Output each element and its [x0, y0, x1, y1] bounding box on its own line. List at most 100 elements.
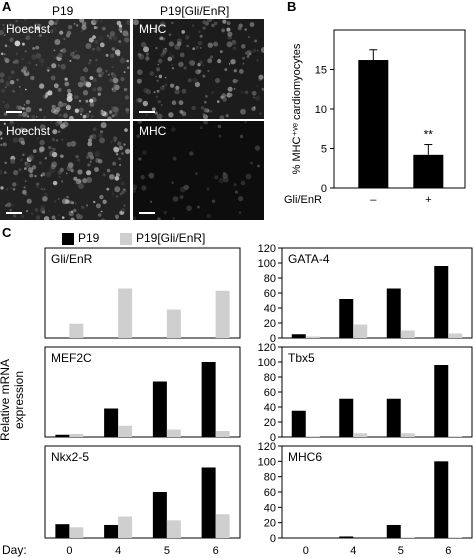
texture-speckle: [27, 26, 33, 32]
texture-speckle: [70, 51, 75, 57]
texture-speckle: [26, 198, 32, 204]
texture-speckle: [21, 107, 25, 110]
texture-speckle: [58, 214, 60, 216]
texture-speckle: [121, 152, 124, 155]
texture-speckle: [38, 161, 43, 165]
texture-speckle: [36, 26, 40, 31]
texture-speckle: [228, 63, 231, 65]
texture-speckle: [46, 66, 51, 72]
texture-speckle: [112, 161, 116, 166]
bar-gli-enr: [118, 425, 133, 437]
texture-speckle: [145, 113, 148, 116]
texture-speckle: [5, 81, 11, 87]
y-tick-label: 120: [258, 441, 276, 453]
texture-speckle: [109, 110, 113, 114]
texture-speckle: [25, 162, 31, 168]
texture-speckle: [199, 126, 203, 129]
texture-speckle: [43, 216, 50, 220]
texture-speckle: [157, 100, 161, 104]
col-header-gli-enr: P19[Gli/EnR]: [160, 4, 230, 18]
texture-speckle: [238, 23, 243, 28]
texture-speckle: [8, 45, 11, 48]
texture-speckle: [155, 46, 158, 50]
texture-speckle: [231, 40, 237, 46]
texture-speckle: [120, 77, 125, 82]
texture-speckle: [49, 167, 56, 174]
texture-speckle: [35, 45, 40, 50]
bar-p19: [434, 266, 449, 338]
texture-speckle: [116, 173, 120, 177]
texture-speckle: [58, 113, 62, 117]
texture-speckle: [105, 69, 108, 73]
texture-speckle: [74, 108, 80, 113]
texture-speckle: [167, 56, 173, 62]
texture-speckle: [202, 20, 207, 25]
texture-speckle: [120, 30, 123, 33]
bar-gli-enr: [69, 323, 84, 338]
texture-speckle: [92, 47, 95, 51]
texture-speckle: [233, 183, 237, 187]
texture-speckle: [213, 41, 219, 47]
texture-speckle: [251, 106, 256, 112]
texture-speckle: [0, 137, 3, 140]
scale-bar: [139, 212, 155, 214]
texture-speckle: [188, 60, 195, 66]
texture-speckle: [20, 159, 23, 161]
y-axis-label: % MHC⁺ᵛᵉ cardiomyocytes: [291, 43, 303, 174]
texture-speckle: [199, 34, 203, 38]
texture-speckle: [200, 106, 204, 110]
significance-mark: **: [424, 128, 434, 142]
bar-p19: [339, 536, 354, 538]
bar-gli-enr: [118, 288, 133, 338]
texture-speckle: [35, 64, 38, 66]
subplot-mhc6: 0 20 40 60 80 100 120 MHC6: [258, 441, 473, 545]
texture-speckle: [53, 49, 56, 52]
texture-speckle: [179, 186, 186, 193]
bar-p19: [434, 461, 449, 538]
texture-speckle: [125, 148, 130, 154]
texture-speckle: [39, 139, 45, 146]
texture-speckle: [64, 81, 70, 87]
texture-speckle: [35, 53, 42, 59]
texture-speckle: [239, 134, 244, 139]
texture-speckle: [241, 91, 243, 94]
texture-speckle: [70, 210, 74, 213]
y-tick-label: 5: [321, 144, 327, 156]
bar-p19: [201, 467, 216, 538]
texture-speckle: [218, 177, 225, 184]
texture-speckle: [197, 41, 203, 46]
texture-speckle: [204, 100, 207, 104]
texture-speckle: [86, 170, 92, 176]
y-tick-label: 20: [264, 518, 276, 530]
bar-p19: [386, 398, 401, 437]
texture-speckle: [168, 112, 174, 118]
texture-speckle: [0, 169, 3, 175]
bar: [413, 154, 444, 188]
texture-speckle: [66, 172, 68, 175]
texture-speckle: [10, 159, 16, 164]
texture-speckle: [78, 107, 84, 113]
bar: [358, 60, 389, 188]
texture-speckle: [138, 53, 145, 60]
texture-speckle: [70, 140, 77, 147]
texture-speckle: [0, 72, 5, 78]
texture-speckle: [109, 174, 115, 180]
texture-speckle: [21, 111, 28, 118]
texture-speckle: [22, 153, 25, 157]
texture-speckle: [189, 151, 194, 156]
texture-speckle: [169, 52, 171, 55]
texture-speckle: [183, 66, 187, 70]
texture-speckle: [236, 79, 239, 82]
texture-speckle: [150, 200, 153, 203]
texture-speckle: [92, 35, 96, 39]
texture-speckle: [123, 71, 126, 74]
texture-speckle: [53, 21, 58, 26]
texture-speckle: [251, 90, 257, 96]
texture-speckle: [20, 93, 23, 95]
texture-speckle: [121, 207, 126, 212]
texture-speckle: [137, 121, 143, 124]
texture-speckle: [96, 67, 103, 73]
texture-speckle: [165, 47, 167, 50]
texture-speckle: [57, 52, 63, 58]
subplot-title: MEF2C: [51, 351, 92, 365]
